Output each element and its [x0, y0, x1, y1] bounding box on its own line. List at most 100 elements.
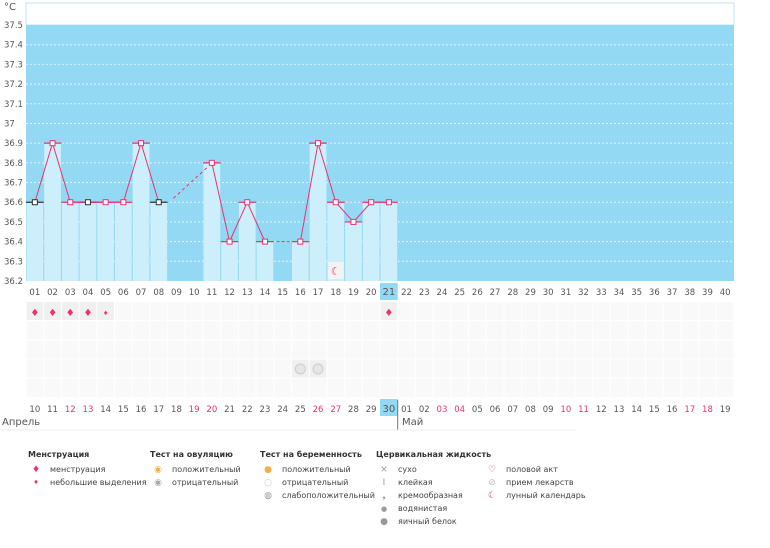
day-cell — [79, 321, 97, 340]
temperature-point — [31, 199, 38, 206]
plot-top-area — [25, 2, 735, 26]
creamy-icon: ❟ — [382, 490, 386, 501]
day-cell — [451, 302, 468, 320]
date-label: 10 — [560, 405, 571, 415]
day-cell — [309, 302, 327, 320]
heart-icon: ♡ — [487, 464, 497, 475]
legend-item: положительный — [282, 465, 351, 474]
day-cell — [115, 378, 132, 397]
legend-item: клейкая — [398, 478, 433, 487]
day-cell — [592, 302, 610, 320]
date-label: 11 — [47, 405, 58, 415]
day-cell — [256, 359, 274, 378]
day-cell — [433, 359, 451, 378]
date-label: 26 — [313, 405, 324, 415]
day-cell — [522, 359, 539, 378]
cycle-day-label: 39 — [702, 288, 713, 298]
day-cell — [26, 302, 44, 320]
temperature-point — [297, 238, 304, 245]
day-cell — [274, 378, 291, 397]
day-cell — [451, 340, 468, 359]
day-cell — [663, 340, 681, 359]
day-cell — [203, 302, 221, 320]
day-cell — [469, 359, 486, 378]
day-cell — [539, 340, 557, 359]
day-cell — [44, 340, 61, 359]
day-cell — [469, 321, 486, 340]
day-cell — [79, 302, 97, 320]
date-label: 29 — [366, 405, 377, 415]
menstruation-icon: ♦ — [30, 308, 39, 319]
day-cell — [380, 302, 398, 320]
temperature-bar — [309, 143, 327, 281]
day-cell — [398, 378, 415, 397]
day-cell — [61, 359, 79, 378]
cycle-day-label: 13 — [242, 288, 253, 298]
temperature-point — [155, 199, 162, 206]
day-cell — [203, 340, 221, 359]
day-cell — [646, 378, 663, 397]
day-cell — [345, 321, 362, 340]
legend-item: яичный белок — [398, 517, 457, 526]
day-cell — [150, 359, 168, 378]
legend-menstruation: Менструация ♦ менструация ♦ небольшие выде… — [28, 450, 147, 489]
y-tick-label: 36.5 — [4, 218, 23, 228]
cycle-day-label: 35 — [631, 288, 642, 298]
day-cell — [398, 321, 415, 340]
temperature-line — [229, 202, 248, 242]
date-label: 27 — [330, 405, 341, 415]
day-cell — [362, 378, 380, 397]
day-cell — [522, 302, 539, 320]
day-cell — [433, 321, 451, 340]
day-cell — [592, 378, 610, 397]
day-cell — [699, 378, 716, 397]
cycle-day-label: 36 — [649, 288, 660, 298]
day-cell — [292, 302, 309, 320]
temperature-point — [385, 199, 392, 206]
moon-cell — [327, 262, 344, 279]
cycle-day-label: 25 — [454, 288, 465, 298]
day-cell — [575, 321, 592, 340]
day-cell — [380, 359, 398, 378]
day-cell — [345, 378, 362, 397]
day-cell — [221, 302, 238, 320]
day-cell — [79, 359, 97, 378]
date-label: 15 — [649, 405, 660, 415]
day-cell — [61, 340, 79, 359]
day-cell — [362, 302, 380, 320]
pregnancy-positive-icon: ● — [264, 464, 272, 475]
cycle-day-label: 06 — [118, 288, 129, 298]
pill-icon — [312, 363, 324, 375]
day-cell — [274, 340, 291, 359]
legend-item: половой акт — [506, 465, 558, 474]
legend-item: положительный — [172, 465, 241, 474]
day-cell — [504, 340, 522, 359]
day-cell — [699, 321, 716, 340]
cycle-day-label: 31 — [560, 288, 571, 298]
day-cell — [628, 340, 645, 359]
temperature-bar — [345, 221, 362, 281]
day-cell — [469, 302, 486, 320]
temperature-gap-line — [173, 166, 209, 199]
temperature-bar — [380, 202, 398, 281]
day-cell — [150, 302, 168, 320]
cycle-day-label: 28 — [507, 288, 518, 298]
cycle-day-label: 37 — [667, 288, 678, 298]
cycle-day-label: 33 — [596, 288, 607, 298]
temperature-bar — [97, 202, 114, 281]
day-cell — [185, 359, 203, 378]
cycle-day-label: 17 — [313, 288, 324, 298]
day-cell — [398, 340, 415, 359]
day-cell — [256, 321, 274, 340]
legend-title: Тест на беременность — [260, 450, 362, 459]
temperature-chart: °C 37.5 37.4 37.3 37.2 37.1 37 36.9 36.8 36.7 36.6… — [0, 2, 735, 431]
y-tick-label: 36.2 — [4, 277, 23, 287]
date-label: 01 — [401, 405, 412, 415]
day-cell — [451, 378, 468, 397]
spotting-icon: ♦ — [103, 310, 108, 317]
legend-item: небольшие выделения — [50, 478, 147, 487]
y-tick-label: 36.6 — [4, 198, 23, 208]
cycle-day-label: 12 — [224, 288, 235, 298]
temperature-line — [299, 143, 319, 242]
cycle-day-label: 32 — [578, 288, 589, 298]
